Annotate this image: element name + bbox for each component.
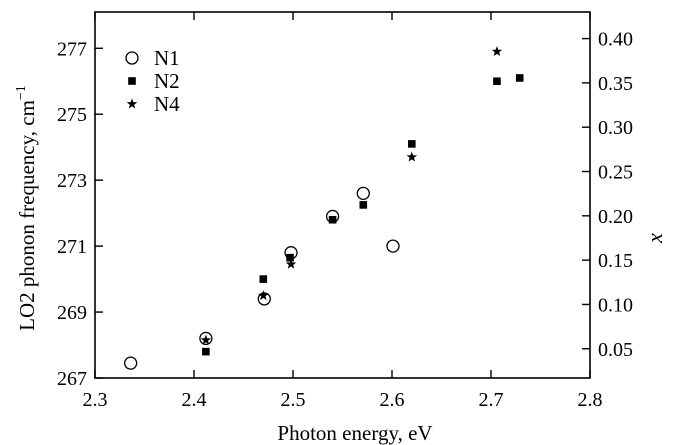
y-left-tick-label: 277 xyxy=(57,38,87,60)
n4-point xyxy=(285,258,297,269)
n2-point xyxy=(328,215,337,224)
tick-labels: 2.3 2.4 2.5 2.6 2.7 2.8 267 269 271 273 275 277 0.05… xyxy=(57,29,633,411)
n2-point xyxy=(202,347,210,356)
series-n4 xyxy=(200,46,503,345)
plot-frame xyxy=(94,11,591,379)
legend-label-n4: N4 xyxy=(154,92,180,116)
y-right-tick-label: 0.15 xyxy=(598,250,633,272)
y-left-tick-label: 275 xyxy=(57,104,87,126)
n1-point xyxy=(123,356,138,370)
data-points xyxy=(123,46,524,370)
x-tick-label: 2.5 xyxy=(281,389,306,411)
y-axis-left-label-superscript: −1 xyxy=(14,85,29,100)
y-left-tick-label: 271 xyxy=(57,236,87,258)
x-tick-label: 2.8 xyxy=(578,389,603,411)
x-axis-label: Photon energy, eV xyxy=(277,421,432,445)
n2-point xyxy=(286,253,294,262)
y-right-tick-label: 0.20 xyxy=(598,206,633,228)
x-tick-label: 2.6 xyxy=(380,389,405,411)
x-tick-label: 2.3 xyxy=(83,389,108,411)
y-right-tick-label: 0.05 xyxy=(598,339,633,361)
y-right-tick-label: 0.10 xyxy=(598,294,633,316)
n4-point xyxy=(406,151,418,162)
y-axis-left-label: LO2 phonon frequency, cm−1 xyxy=(14,85,39,331)
n2-point xyxy=(493,77,501,86)
legend-marker-n1 xyxy=(125,51,139,65)
y-right-tick-label: 0.30 xyxy=(598,117,633,139)
n2-point xyxy=(259,275,268,283)
n1-point xyxy=(386,239,400,253)
y-axis-left-label-main: LO2 phonon frequency, cm xyxy=(15,100,39,331)
n4-point xyxy=(200,334,212,345)
series-n2 xyxy=(202,74,524,356)
n1-point xyxy=(199,331,213,346)
y-right-tick-label: 0.35 xyxy=(598,73,633,95)
n2-point xyxy=(515,74,524,82)
legend-marker-n4 xyxy=(126,98,138,109)
plot-axes xyxy=(94,11,591,379)
y-left-tick-label: 269 xyxy=(57,302,87,324)
n1-point xyxy=(356,186,370,201)
legend-label-n1: N1 xyxy=(154,46,180,70)
y-right-tick-label: 0.25 xyxy=(598,162,633,184)
legend-label-n2: N2 xyxy=(154,69,180,93)
y-left-tick-label: 267 xyxy=(57,368,87,390)
axis-ticks xyxy=(94,12,591,379)
x-tick-label: 2.7 xyxy=(479,389,504,411)
n2-point xyxy=(408,140,416,148)
y-axis-right-label: x xyxy=(642,233,667,244)
n2-point xyxy=(359,201,368,209)
y-right-tick-label: 0.40 xyxy=(598,29,633,51)
x-tick-label: 2.4 xyxy=(182,389,207,411)
n4-point xyxy=(258,290,269,301)
y-left-tick-label: 273 xyxy=(57,170,87,192)
n4-point xyxy=(491,46,503,57)
legend-marker-n2 xyxy=(128,77,136,85)
